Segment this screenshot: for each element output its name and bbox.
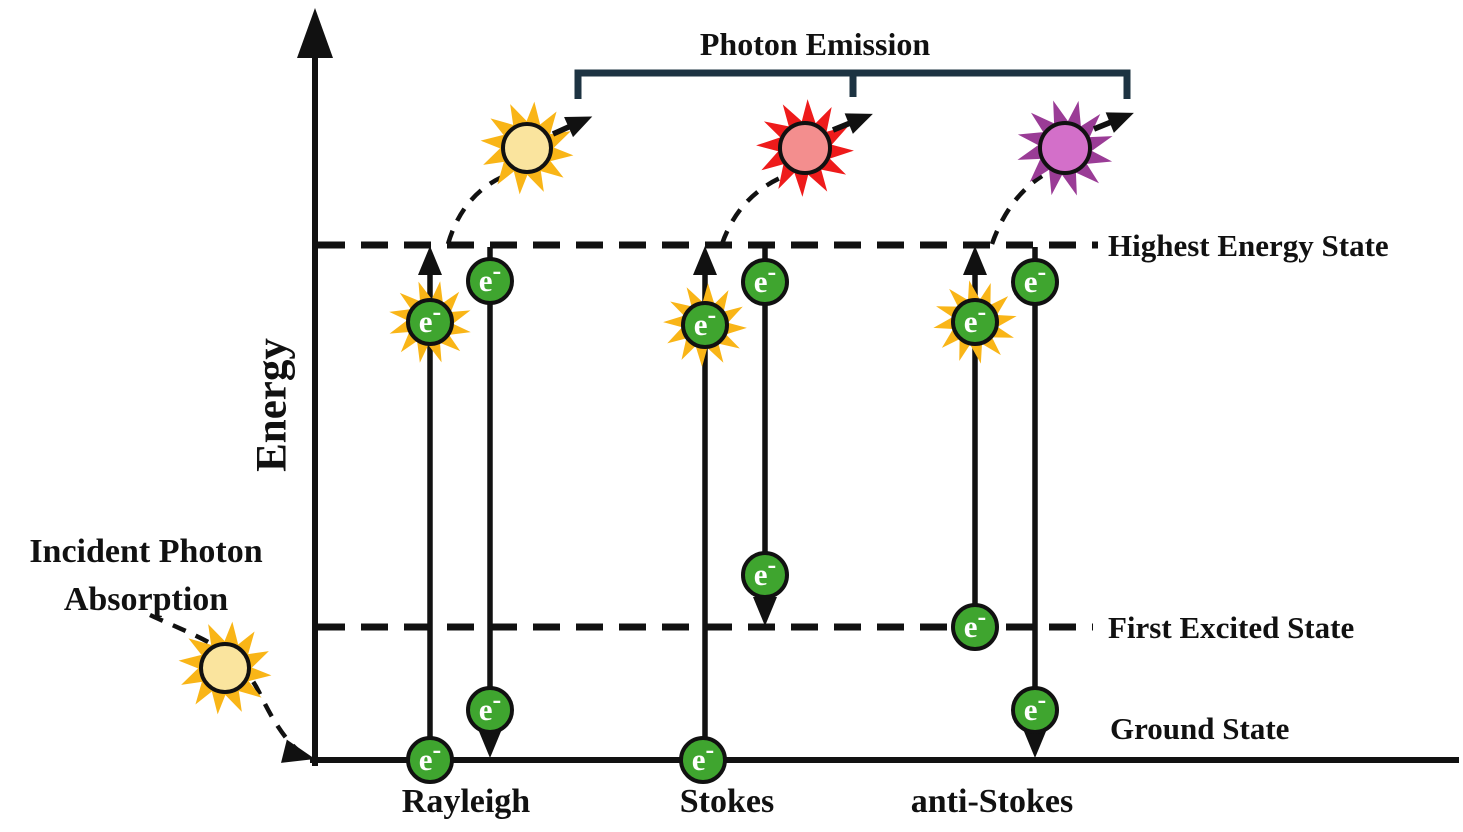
electron: e- — [1011, 257, 1059, 306]
electron-symbol: e- — [694, 300, 716, 342]
electron: e- — [681, 300, 729, 349]
highest-energy-state-label: Highest Energy State — [1108, 228, 1389, 263]
anti-stokes-label: anti-Stokes — [910, 783, 1074, 820]
electron: e- — [741, 257, 789, 306]
electron: e- — [466, 256, 514, 305]
rayleigh-label: Rayleigh — [401, 783, 531, 820]
stokes-down-arrowhead — [753, 597, 777, 626]
rayleigh-photon-icon — [480, 101, 574, 195]
incident-photon-line1: Incident Photon — [29, 533, 263, 570]
rayleigh-up-arrowhead — [418, 246, 442, 275]
stokes-emission-path — [719, 175, 781, 245]
anti-stokes-photon-arrow-icon — [1092, 112, 1134, 133]
electron-symbol: e- — [419, 297, 441, 339]
photon-emission-title: Photon Emission — [699, 26, 931, 62]
electron: e- — [679, 735, 727, 784]
incident-photon-arrowhead — [281, 739, 315, 763]
electron: e- — [741, 550, 789, 599]
y-axis-arrowhead — [297, 8, 333, 58]
electron-symbol: e- — [419, 735, 441, 777]
electron: e- — [951, 297, 999, 346]
electron-symbol: e- — [479, 256, 501, 298]
energy-axis-label: Energy — [248, 338, 296, 472]
anti-stokes-photon-icon — [1017, 100, 1113, 196]
stokes-photon-arrow-icon — [831, 113, 873, 134]
rayleigh-emission-path — [445, 174, 503, 245]
electron-symbol: e- — [754, 550, 776, 592]
electron-symbol: e- — [964, 602, 986, 644]
electron-symbol: e- — [754, 257, 776, 299]
electron-symbol: e- — [1024, 685, 1046, 727]
electron: e- — [466, 685, 514, 734]
rayleigh-photon-arrow-icon — [551, 116, 593, 138]
stokes-up-arrowhead — [693, 246, 717, 275]
electron-symbol: e- — [1024, 257, 1046, 299]
stokes-photon-icon — [756, 99, 854, 197]
stokes-label: Stokes — [679, 783, 775, 820]
anti-stokes-up-arrowhead — [963, 246, 987, 275]
incident-photon-icon — [178, 621, 272, 715]
incident-photon-line2: Absorption — [63, 581, 229, 618]
electron-symbol: e- — [964, 297, 986, 339]
first-excited-state-label: First Excited State — [1108, 610, 1355, 645]
incident-photon-absorption-label: Incident Photon Absorption — [0, 528, 292, 624]
electron-symbol: e- — [692, 735, 714, 777]
rayleigh-down-arrowhead — [478, 729, 502, 758]
electron: e- — [406, 297, 454, 346]
anti-stokes-emission-path — [989, 174, 1044, 245]
electron: e- — [951, 602, 999, 651]
anti-stokes-down-arrowhead — [1023, 729, 1047, 758]
electron-symbol: e- — [479, 685, 501, 727]
ground-state-label: Ground State — [1110, 711, 1290, 746]
electron: e- — [406, 735, 454, 784]
electron: e- — [1011, 685, 1059, 734]
incident-photon-path — [149, 612, 308, 759]
